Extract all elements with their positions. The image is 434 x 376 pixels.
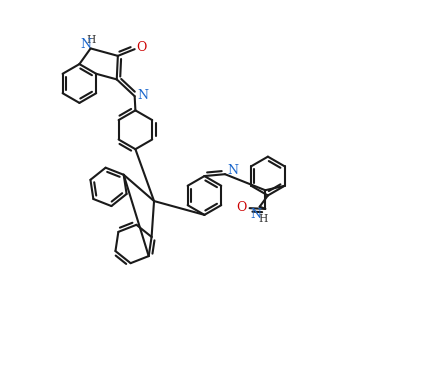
Text: N: N bbox=[137, 89, 148, 102]
Text: O: O bbox=[236, 201, 246, 214]
Text: H: H bbox=[86, 35, 95, 45]
Text: N: N bbox=[80, 38, 92, 51]
Text: O: O bbox=[136, 41, 146, 54]
Text: N: N bbox=[227, 164, 237, 177]
Text: N: N bbox=[250, 208, 261, 221]
Text: H: H bbox=[257, 214, 267, 224]
